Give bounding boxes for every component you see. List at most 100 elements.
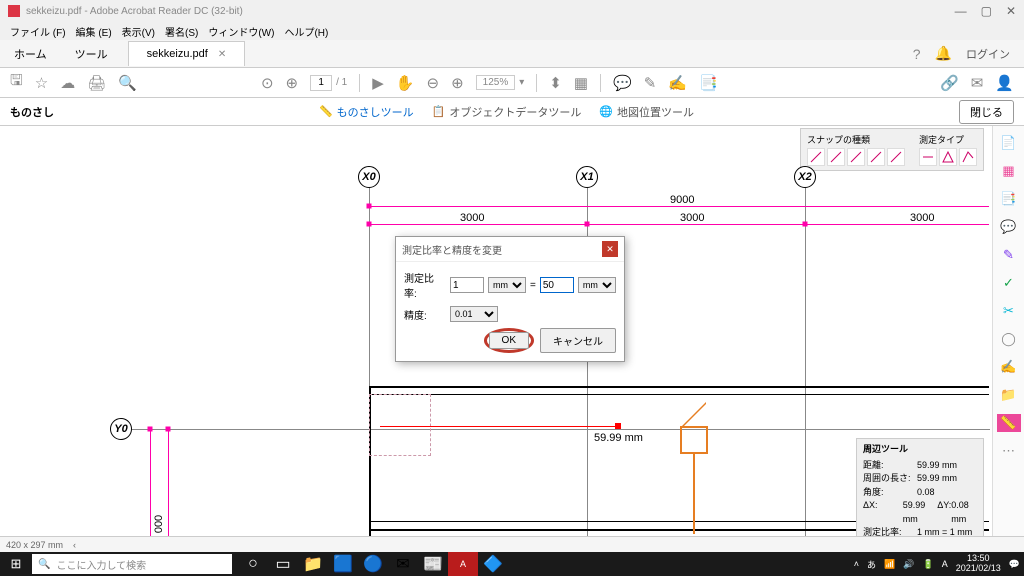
zoom-select[interactable]: 125% ▾ xyxy=(476,75,525,90)
info-dy-label: ΔY: xyxy=(937,499,951,526)
menu-help[interactable]: ヘルプ(H) xyxy=(280,22,332,41)
snap-icon-2[interactable] xyxy=(827,148,845,166)
tray-ime-icon[interactable]: あ xyxy=(867,558,876,571)
rail-icon-9[interactable]: ✍ xyxy=(1000,358,1018,376)
tab-document[interactable]: sekkeizu.pdf ✕ xyxy=(128,41,246,66)
snap-icon-1[interactable] xyxy=(807,148,825,166)
rail-icon-ruler[interactable]: 📏 xyxy=(997,414,1021,432)
user-icon[interactable]: 👤 xyxy=(995,74,1014,92)
rail-icon-1[interactable]: 📄 xyxy=(1000,134,1018,152)
selection-box xyxy=(369,394,431,456)
tray-clock[interactable]: 13:50 2021/02/13 xyxy=(956,554,1001,574)
tab-tool[interactable]: ツール xyxy=(61,46,122,62)
rail-icon-7[interactable]: ✂ xyxy=(1000,302,1018,320)
tray-volume-icon[interactable]: 🔊 xyxy=(903,559,914,570)
tab-close-icon[interactable]: ✕ xyxy=(218,49,226,60)
star-icon[interactable]: ☆ xyxy=(35,74,48,92)
snap-icon-3[interactable] xyxy=(847,148,865,166)
menu-view[interactable]: 表示(V) xyxy=(118,22,159,41)
ratio-to-input[interactable] xyxy=(540,277,574,293)
close-button[interactable]: ✕ xyxy=(1006,4,1016,18)
taskbar-search[interactable]: 🔍 ここに入力して検索 xyxy=(32,554,232,574)
zoom-in-icon[interactable]: ⊕ xyxy=(451,74,464,92)
rail-icon-8[interactable]: ◯ xyxy=(1000,330,1018,348)
measure-info-panel: 周辺ツール 距離:59.99 mm 周囲の長さ:59.99 mm 角度:0.08… xyxy=(856,438,984,536)
fit-page-icon[interactable]: ▦ xyxy=(574,74,588,92)
start-button[interactable]: ⊞ xyxy=(0,552,32,576)
unit1-select[interactable]: mm xyxy=(488,277,526,293)
print-icon[interactable]: 🖨 xyxy=(87,74,106,92)
help-icon[interactable]: ? xyxy=(913,46,921,62)
search-icon[interactable]: 🔍 xyxy=(118,74,137,92)
login-link[interactable]: ログイン xyxy=(966,46,1010,62)
task-chrome[interactable]: 🔵 xyxy=(358,552,388,576)
bell-icon[interactable]: 🔔 xyxy=(935,45,952,62)
status-arrow[interactable]: ‹ xyxy=(73,540,76,550)
cancel-button[interactable]: キャンセル xyxy=(540,328,616,353)
geo-tool[interactable]: 🌐 地図位置ツール xyxy=(599,104,694,120)
task-app[interactable]: 🔷 xyxy=(478,552,508,576)
tray-battery-icon[interactable]: 🔋 xyxy=(923,559,934,570)
minimize-button[interactable]: ― xyxy=(955,4,967,18)
menu-file[interactable]: ファイル (F) xyxy=(6,22,70,41)
highlight-icon[interactable]: ✎ xyxy=(644,74,657,92)
rail-icon-more[interactable]: ⋯ xyxy=(1000,442,1018,460)
hand-icon[interactable]: ✋ xyxy=(396,74,415,92)
rail-icon-4[interactable]: 💬 xyxy=(1000,218,1018,236)
maximize-button[interactable]: ▢ xyxy=(981,4,992,18)
ratio-from-input[interactable] xyxy=(450,277,484,293)
rail-icon-3[interactable]: 📑 xyxy=(1000,190,1018,208)
task-news[interactable]: 📰 xyxy=(418,552,448,576)
mtype-icon-1[interactable] xyxy=(919,148,937,166)
sign-icon[interactable]: ✍ xyxy=(668,74,687,92)
task-cortana[interactable]: ○ xyxy=(238,552,268,576)
task-acrobat[interactable]: A xyxy=(448,552,478,576)
app-icon xyxy=(8,5,20,17)
taskbar: ⊞ 🔍 ここに入力して検索 ○ ▭ 📁 🟦 🔵 ✉ 📰 A 🔷 ˄ あ 📶 🔊 … xyxy=(0,552,1024,576)
dim-node xyxy=(148,427,153,432)
rail-icon-2[interactable]: ▦ xyxy=(1000,162,1018,180)
menu-window[interactable]: ウィンドウ(W) xyxy=(204,22,278,41)
pointer-icon[interactable]: ▶ xyxy=(372,74,384,92)
tray-notification-icon[interactable]: 💬 xyxy=(1009,559,1020,570)
attach-icon[interactable]: 🔗 xyxy=(940,74,959,92)
object-data-tool[interactable]: 📋 オブジェクトデータツール xyxy=(432,104,582,120)
dialog-close-button[interactable]: ✕ xyxy=(602,241,618,257)
axis-y0: Y0 xyxy=(110,418,132,440)
document-canvas[interactable]: スナップの種類 測定タイプ X0 X1 X2 Y0 xyxy=(0,126,992,536)
save-icon[interactable]: 🖫 xyxy=(10,70,23,95)
rail-icon-5[interactable]: ✎ xyxy=(1000,246,1018,264)
tray-up-icon[interactable]: ˄ xyxy=(854,559,859,569)
tab-home[interactable]: ホーム xyxy=(0,46,61,62)
page-input[interactable] xyxy=(310,75,332,91)
snap-icon-4[interactable] xyxy=(867,148,885,166)
task-edge[interactable]: 🟦 xyxy=(328,552,358,576)
dim-line-top xyxy=(369,206,989,207)
stamp-icon[interactable]: 📑 xyxy=(699,74,718,92)
rail-icon-6[interactable]: ✓ xyxy=(1000,274,1018,292)
mtype-icon-3[interactable] xyxy=(959,148,977,166)
menu-sign[interactable]: 署名(S) xyxy=(161,22,202,41)
task-explorer[interactable]: 📁 xyxy=(298,552,328,576)
unit2-select[interactable]: mm xyxy=(578,277,616,293)
tray-wifi-icon[interactable]: 📶 xyxy=(884,559,895,570)
close-subtool-button[interactable]: 閉じる xyxy=(959,100,1014,124)
tray-ime2-icon[interactable]: A xyxy=(942,559,948,569)
mail-icon[interactable]: ✉ xyxy=(971,74,984,92)
precision-select[interactable]: 0.01 xyxy=(450,306,498,322)
cloud-icon[interactable]: ☁ xyxy=(60,74,75,92)
ok-highlight: OK xyxy=(484,328,534,353)
page-down-icon[interactable]: ⊕ xyxy=(286,74,299,92)
ruler-tool[interactable]: 📏 ものさしツール xyxy=(319,104,414,120)
task-view[interactable]: ▭ xyxy=(268,552,298,576)
task-mail[interactable]: ✉ xyxy=(388,552,418,576)
menu-edit[interactable]: 編集 (E) xyxy=(72,22,116,41)
page-up-icon[interactable]: ⊙ xyxy=(261,74,274,92)
zoom-out-icon[interactable]: ⊖ xyxy=(426,74,439,92)
comment-icon[interactable]: 💬 xyxy=(613,74,632,92)
fit-width-icon[interactable]: ⬍ xyxy=(549,74,562,92)
snap-icon-5[interactable] xyxy=(887,148,905,166)
rail-icon-10[interactable]: 📁 xyxy=(1000,386,1018,404)
ok-button[interactable]: OK xyxy=(489,332,529,349)
mtype-icon-2[interactable] xyxy=(939,148,957,166)
